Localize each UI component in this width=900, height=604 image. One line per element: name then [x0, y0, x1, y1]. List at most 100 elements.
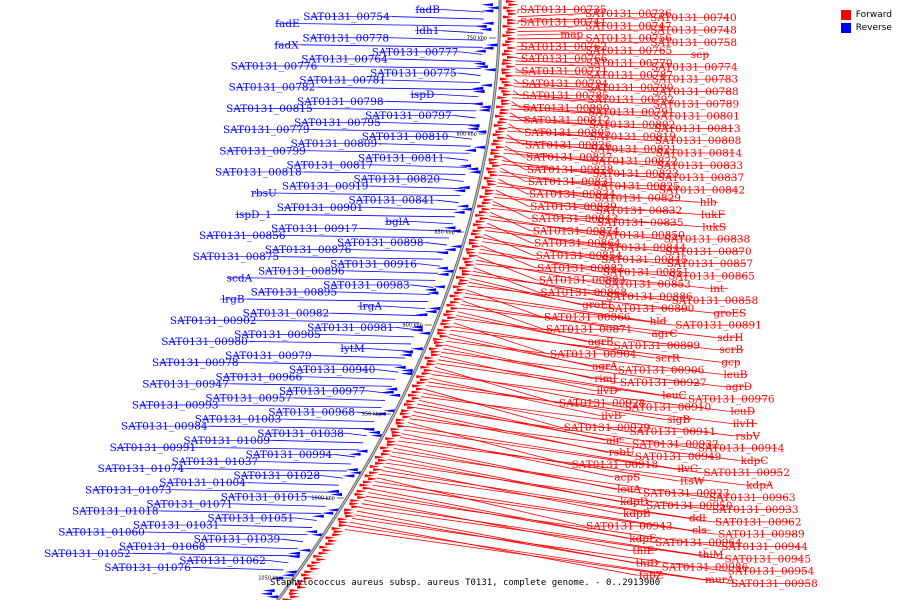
forward-gene-arrow [370, 465, 380, 468]
forward-gene-arrow [313, 555, 323, 558]
reverse-connector [383, 123, 475, 126]
reverse-gene-arrow [444, 248, 456, 251]
reverse-gene-label: SAT0131_01038 [257, 428, 344, 440]
forward-gene-arrow [375, 456, 385, 459]
reverse-gene-arrow [473, 90, 485, 93]
forward-gene-arrow [505, 74, 515, 77]
reverse-gene-arrow [298, 549, 310, 552]
forward-gene-arrow [479, 211, 489, 214]
forward-gene-arrow [344, 508, 354, 511]
forward-gene-arrow [442, 319, 452, 322]
reverse-gene-arrow [282, 574, 294, 577]
reverse-connector [390, 59, 482, 62]
forward-gene-label: SAT0131_00904 [550, 348, 637, 360]
forward-gene-arrow [332, 527, 342, 530]
reverse-gene-label: SAT0131_01051 [207, 513, 294, 525]
forward-gene-label: ilvC [677, 463, 698, 475]
forward-gene-arrow [357, 490, 367, 493]
forward-gene-arrow [503, 25, 513, 28]
forward-gene-label: lukS [702, 221, 726, 233]
reverse-gene-label: SAT0131_00994 [246, 449, 333, 461]
reverse-swatch [841, 23, 851, 33]
reverse-gene-arrow [321, 512, 333, 515]
forward-gene-arrow [482, 208, 492, 211]
forward-gene-arrow [507, 9, 517, 12]
forward-gene-arrow [363, 481, 373, 484]
forward-gene-arrow [368, 477, 378, 480]
reverse-gene-arrow [486, 43, 498, 46]
reverse-gene-label: ispD [411, 89, 435, 101]
reverse-gene-arrow [288, 552, 300, 555]
forward-gene-arrow [311, 561, 321, 564]
forward-gene-arrow [354, 493, 364, 496]
forward-gene-label: kdpD [620, 496, 648, 508]
forward-gene-arrow [469, 242, 479, 245]
forward-gene-arrow [400, 412, 410, 415]
forward-gene-arrow [484, 177, 494, 180]
forward-gene-arrow [310, 567, 320, 570]
forward-gene-arrow [319, 546, 329, 549]
reverse-connector [347, 271, 438, 274]
forward-gene-arrow [488, 171, 498, 174]
reverse-gene-arrow [469, 171, 481, 174]
reverse-connector [353, 250, 444, 253]
forward-gene-label: SAT0131_00927 [620, 377, 707, 389]
forward-gene-label: scrB [719, 344, 743, 356]
forward-gene-arrow [453, 285, 463, 288]
reverse-connector [294, 398, 385, 401]
forward-gene-arrow [357, 496, 367, 499]
reverse-gene-label: SAT0131_01060 [58, 527, 145, 539]
forward-gene-arrow [385, 437, 395, 440]
forward-gene-arrow [476, 220, 486, 223]
reverse-gene-arrow [346, 468, 358, 471]
forward-gene-arrow [496, 105, 506, 108]
forward-connector [515, 68, 519, 71]
forward-gene-arrow [493, 133, 503, 136]
forward-gene-label: SAT0131_00933 [712, 504, 799, 516]
reverse-gene-arrow [400, 372, 412, 375]
reverse-connector [442, 179, 464, 182]
forward-gene-arrow [466, 248, 476, 251]
forward-gene-label: SAT0131_00911 [629, 426, 716, 438]
forward-gene-label: agrC [652, 328, 678, 340]
forward-gene-arrow [485, 189, 495, 192]
forward-gene-arrow [467, 251, 477, 254]
forward-gene-label: SAT0131_00891 [675, 320, 762, 332]
forward-gene-arrow [462, 273, 472, 276]
forward-gene-arrow [500, 112, 510, 115]
forward-gene-arrow [420, 366, 430, 369]
tick-label: 800 kbp [457, 132, 477, 138]
reverse-gene-arrow [450, 245, 462, 248]
forward-gene-label: SAT0131_00962 [715, 516, 802, 528]
forward-gene-arrow [508, 3, 518, 6]
forward-gene-label: agrA [592, 361, 618, 373]
forward-gene-arrow [339, 524, 349, 527]
reverse-gene-label: lrgA [359, 301, 382, 313]
reverse-gene-label: fadE [275, 18, 300, 30]
reverse-gene-label: SAT0131_00778 [303, 32, 390, 44]
forward-gene-arrow [501, 102, 511, 105]
forward-gene-arrow [319, 552, 329, 555]
reverse-gene-label: SAT0131_00776 [231, 61, 318, 73]
forward-gene-label: lukF [701, 209, 725, 221]
reverse-gene-arrow [349, 453, 361, 456]
forward-gene-arrow [502, 34, 512, 37]
forward-gene-arrow [458, 282, 468, 285]
forward-gene-arrow [417, 381, 427, 384]
reverse-gene-label: SAT0131_00799 [219, 145, 306, 157]
forward-gene-label: SAT0131_00871 [546, 324, 633, 336]
reverse-gene-label: SAT0131_01009 [183, 435, 270, 447]
reverse-connector [384, 306, 425, 309]
reverse-gene-arrow [428, 307, 440, 310]
reverse-connector [367, 349, 408, 352]
reverse-gene-arrow [436, 267, 448, 270]
forward-gene-arrow [392, 434, 402, 437]
forward-gene-arrow [500, 109, 510, 112]
reverse-gene-arrow [478, 109, 490, 112]
forward-gene-arrow [502, 43, 512, 46]
forward-gene-arrow [369, 471, 379, 474]
reverse-connector [250, 341, 411, 344]
forward-gene-label: cls [692, 525, 707, 537]
